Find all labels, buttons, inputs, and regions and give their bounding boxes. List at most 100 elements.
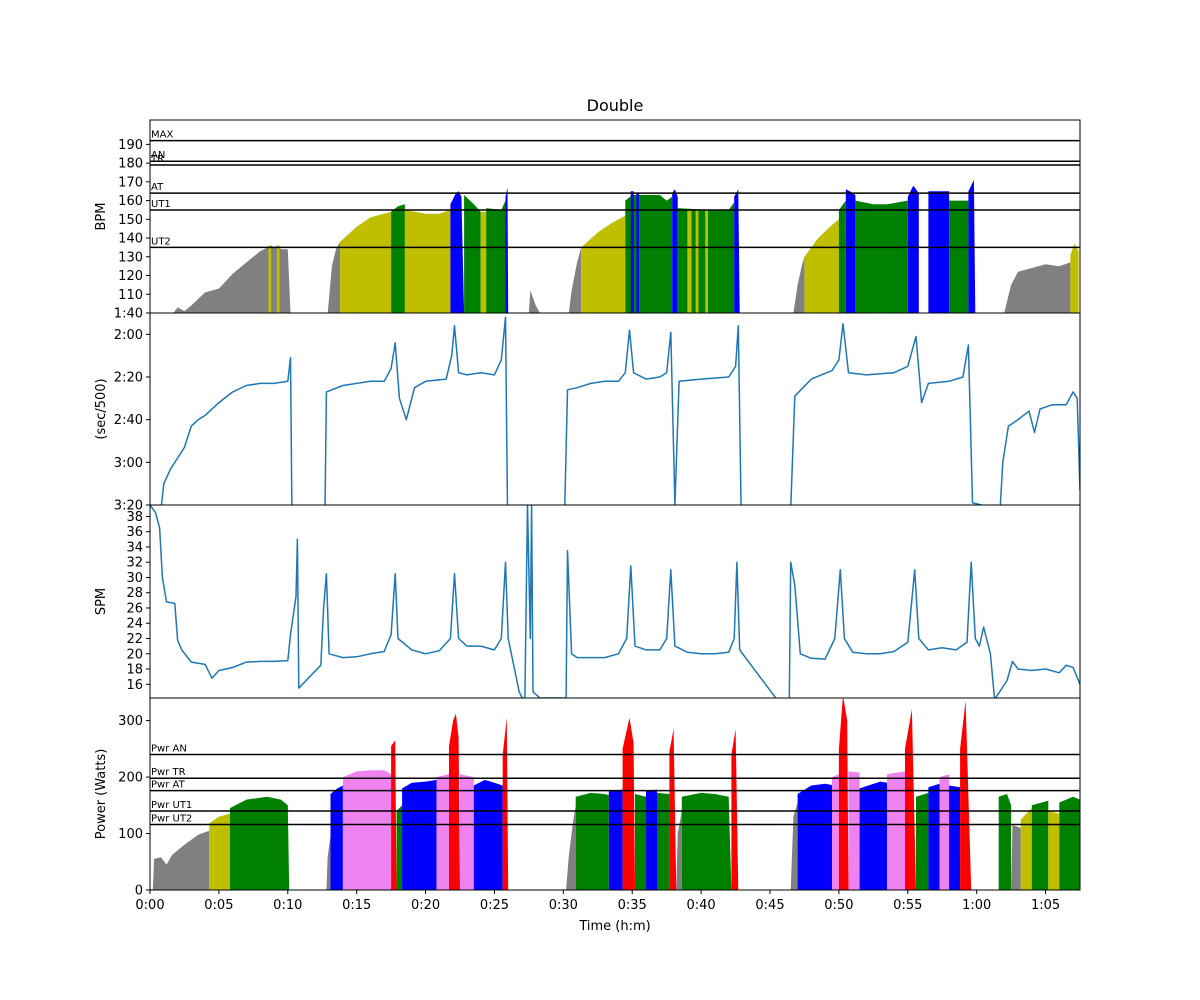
y-tick-label: 36 [126, 525, 143, 540]
plot-area-pace [160, 316, 1080, 505]
zone-area-rest [152, 830, 210, 890]
plot-area-spm [150, 505, 1080, 698]
y-tick-label: 300 [118, 714, 143, 729]
zone-area-UT2 [268, 245, 272, 313]
zone-area-AN [838, 698, 849, 890]
zone-label-pwr-tr: Pwr TR [151, 767, 186, 778]
y-tick-label: 2:20 [114, 371, 143, 386]
zone-area-AT [797, 783, 832, 890]
pace-line [160, 316, 1080, 505]
panel-pace: 2:00 2:20 2:40 3:00 3:20 (sec/500) [94, 312, 1081, 514]
zone-area-UT2 [1020, 808, 1032, 890]
zone-area-AN [960, 700, 972, 890]
zone-area-TR [460, 774, 474, 890]
zone-area-TR [939, 774, 950, 890]
zone-area-TR [436, 774, 449, 890]
panel-frame-spm [149, 504, 1081, 699]
x-tick-label: 0:25 [480, 898, 509, 913]
zone-area-AT [402, 779, 437, 890]
x-tick-label: 1:00 [962, 898, 991, 913]
x-axis-label: Time (h:m) [578, 919, 650, 934]
zone-area-AN [391, 740, 397, 890]
zone-area-AT [928, 191, 950, 313]
zone-area-UT1 [838, 200, 846, 313]
zone-area-UT2 [804, 219, 839, 313]
y-tick-label: 3:20 [114, 499, 143, 514]
x-tick-label: 0:05 [204, 898, 233, 913]
y-tick-label: 180 [118, 157, 143, 172]
zone-label-max: MAX [151, 130, 173, 141]
zone-area-rest [327, 241, 341, 313]
zone-area-AT [330, 785, 343, 890]
zone-area-UT1 [708, 202, 735, 313]
zone-area-AT [859, 781, 888, 890]
plot-area-power [152, 698, 1080, 890]
zone-area-AT [450, 191, 465, 313]
x-tick-label: 0:40 [687, 898, 716, 913]
zone-area-AT [473, 779, 503, 890]
zone-area-TR [848, 771, 860, 890]
x-tick-label: 0:15 [342, 898, 371, 913]
x-tick-label: 0:50 [824, 898, 853, 913]
zone-area-UT1 [396, 805, 403, 890]
zone-area-AN [905, 709, 916, 890]
y-tick-label: 16 [126, 678, 143, 693]
zone-label-pwr-at: Pwr AT [151, 780, 186, 791]
zone-area-UT1 [1059, 796, 1080, 890]
zone-label-at: AT [151, 182, 164, 193]
x-tick-label: 0:10 [273, 898, 302, 913]
zone-area-UT2 [1070, 243, 1079, 313]
zone-area-UT1 [681, 792, 732, 890]
zone-area-rest [173, 245, 291, 313]
zone-area-UT2 [276, 245, 280, 313]
zone-area-AT [608, 789, 623, 890]
zone-area-UT1 [229, 796, 290, 890]
y-tick-label: 20 [126, 647, 143, 662]
x-tick-label: 0:35 [618, 898, 647, 913]
panel-power: Pwr AN Pwr TR Pwr AT Pwr UT1 Pwr UT2 0 100 200 3… [94, 697, 1081, 899]
y-tick-label: 190 [118, 138, 143, 153]
zone-area-UT1 [949, 200, 969, 313]
y-axis-label-power: Power (Watts) [94, 749, 109, 840]
y-axis-label-hr: BPM [94, 203, 109, 231]
zone-area-AT [505, 187, 509, 313]
y-tick-label: 34 [126, 540, 143, 555]
zone-label-ut1: UT1 [151, 199, 171, 210]
zone-area-rest [676, 810, 682, 890]
y-tick-label: 0 [135, 884, 143, 899]
y-tick-label: 120 [118, 269, 143, 284]
x-axis: 0:00 0:05 0:10 0:15 0:20 0:25 0:30 0:35 0:40 0:45… [135, 890, 1060, 913]
zone-area-TR [887, 771, 905, 890]
zone-area-UT1 [855, 200, 908, 313]
y-tick-label: 1:40 [114, 307, 143, 322]
y-tick-label: 130 [118, 250, 143, 265]
zone-area-TR [832, 774, 839, 890]
zone-area-UT2 [480, 211, 487, 313]
zone-area-rest [528, 290, 540, 313]
y-axis-label-spm: SPM [94, 588, 109, 615]
zone-area-UT1 [916, 792, 929, 890]
zone-area-UT2 [581, 215, 626, 313]
panel-frame-pace [149, 312, 1081, 506]
zone-area-UT1 [464, 195, 481, 313]
y-tick-label: 32 [126, 556, 143, 571]
zone-area-AT [630, 191, 634, 313]
zone-area-AT [845, 189, 856, 313]
zone-area-AT [907, 185, 919, 313]
zone-area-UT2 [404, 209, 451, 313]
y-tick-label: 110 [118, 288, 143, 303]
y-tick-label: 28 [126, 586, 143, 601]
zone-label-ut2: UT2 [151, 236, 171, 247]
zone-area-UT2 [687, 209, 692, 313]
y-tick-label: 22 [126, 632, 143, 647]
zone-area-AT [636, 193, 640, 313]
zone-area-UT1 [639, 195, 673, 313]
y-axis-label-pace: (sec/500) [94, 378, 109, 439]
zone-area-rest [568, 247, 582, 313]
y-tick-label: 2:40 [114, 413, 143, 428]
y-tick-label: 18 [126, 663, 143, 678]
zone-area-AN [502, 717, 509, 890]
zone-area-UT1 [657, 792, 670, 890]
